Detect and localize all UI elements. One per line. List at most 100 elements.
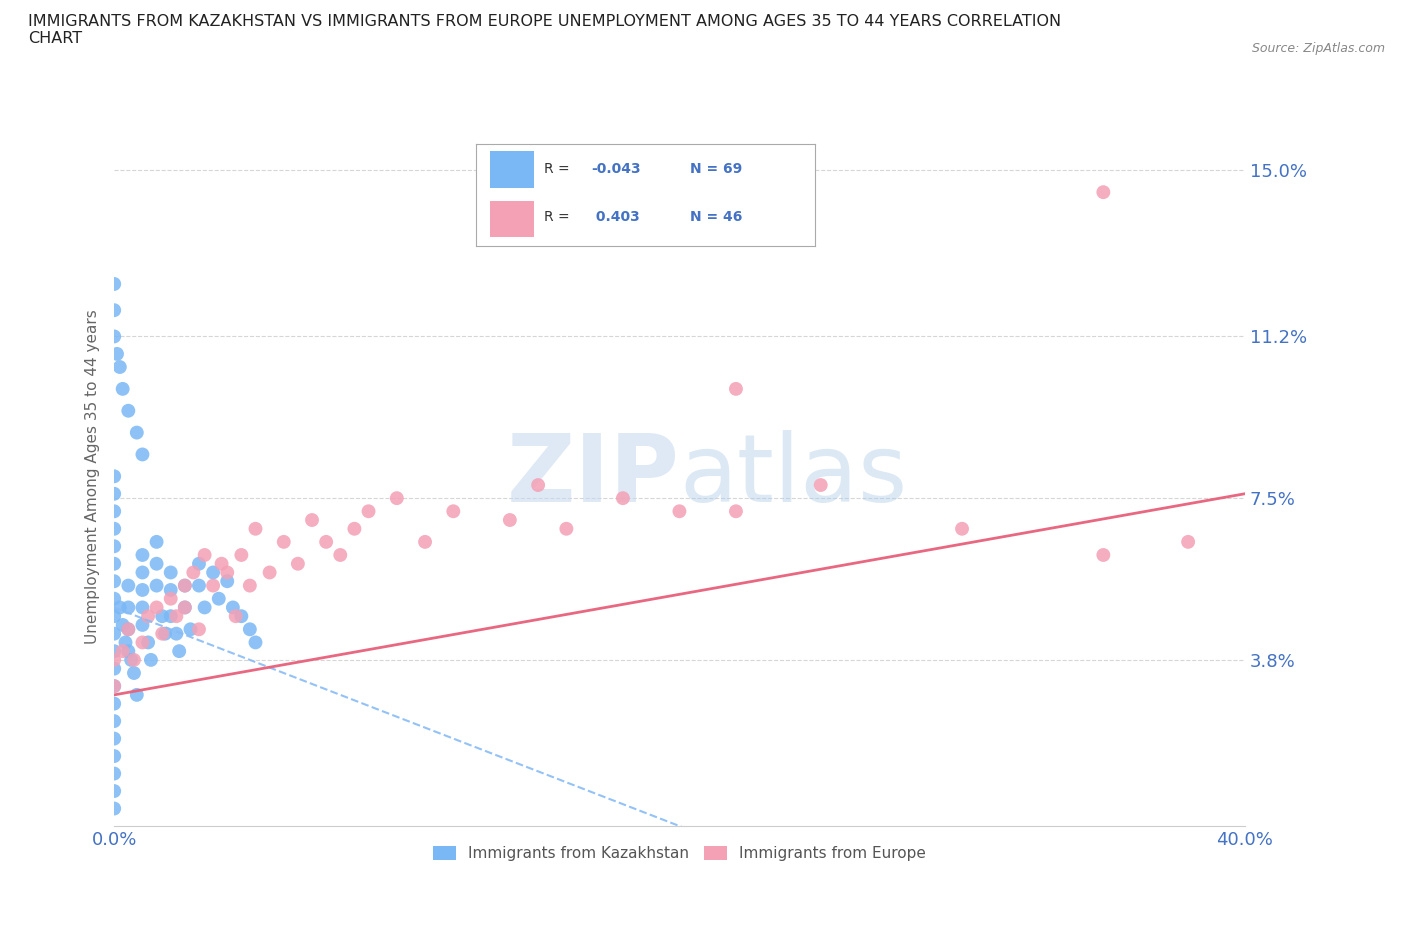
Point [103,538,125,553]
Point [103,644,125,658]
Point [159,609,181,624]
Point [165,626,187,641]
Legend: Immigrants from Kazakhstan, Immigrants from Europe: Immigrants from Kazakhstan, Immigrants f… [426,840,932,868]
Point [222,600,245,615]
Point [668,504,690,519]
Point [231,609,253,624]
Point [357,504,380,519]
Point [103,522,125,537]
Point [150,609,173,624]
Point [103,626,125,641]
Y-axis label: Unemployment Among Ages 35 to 44 years: Unemployment Among Ages 35 to 44 years [86,309,100,644]
Point [301,512,323,527]
Point [159,591,181,606]
Point [103,469,125,484]
Point [724,504,747,519]
Point [131,635,153,650]
Point [173,600,195,615]
Point [385,491,408,506]
Point [145,600,167,615]
Text: Source: ZipAtlas.com: Source: ZipAtlas.com [1251,42,1385,55]
Point [950,522,973,537]
Point [103,303,125,318]
Point [159,582,181,597]
Point [131,582,153,597]
Point [103,697,125,711]
Point [194,548,217,563]
Point [136,635,159,650]
Point [612,491,634,506]
Point [287,556,309,571]
Point [1092,548,1115,563]
Point [181,565,204,580]
Point [131,618,153,632]
Point [131,548,153,563]
Point [145,556,167,571]
Point [810,478,832,493]
Point [111,618,134,632]
Point [103,486,125,501]
Point [103,276,125,291]
Point [165,609,187,624]
Text: atlas: atlas [679,431,908,523]
Point [117,622,139,637]
Point [108,600,131,615]
Point [125,425,148,440]
Point [103,574,125,589]
Point [131,600,153,615]
Point [167,644,190,658]
Point [103,329,125,344]
Point [114,635,136,650]
Point [1092,185,1115,200]
Point [117,622,139,637]
Point [111,381,134,396]
Point [117,404,139,418]
Point [208,591,231,606]
Point [136,609,159,624]
Point [173,578,195,593]
Point [273,535,295,550]
Point [111,644,134,658]
Point [188,622,211,637]
Point [145,535,167,550]
Point [103,801,125,816]
Point [103,609,125,624]
Point [131,565,153,580]
Point [179,622,201,637]
Point [103,784,125,799]
Point [103,749,125,764]
Point [499,512,522,527]
Point [103,661,125,676]
Point [188,556,211,571]
Point [103,504,125,519]
Point [527,478,550,493]
Point [202,565,225,580]
Point [120,653,142,668]
Point [173,578,195,593]
Point [103,731,125,746]
Point [245,635,267,650]
Point [122,653,145,668]
Point [103,679,125,694]
Point [103,766,125,781]
Point [103,653,125,668]
Point [117,578,139,593]
Text: ZIP: ZIP [506,431,679,523]
Point [139,653,162,668]
Point [202,578,225,593]
Point [555,522,578,537]
Point [217,565,239,580]
Point [413,535,436,550]
Point [231,548,253,563]
Point [225,609,247,624]
Point [153,626,176,641]
Point [724,381,747,396]
Point [329,548,352,563]
Text: IMMIGRANTS FROM KAZAKHSTAN VS IMMIGRANTS FROM EUROPE UNEMPLOYMENT AMONG AGES 35 : IMMIGRANTS FROM KAZAKHSTAN VS IMMIGRANTS… [28,14,1062,46]
Point [239,578,262,593]
Point [239,622,262,637]
Point [217,574,239,589]
Point [315,535,337,550]
Point [117,644,139,658]
Point [117,600,139,615]
